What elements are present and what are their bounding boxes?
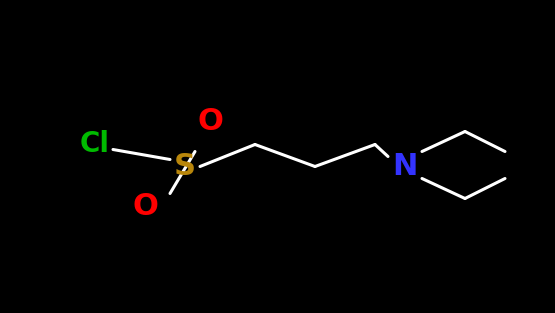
Text: O: O — [197, 107, 223, 136]
Text: N: N — [392, 152, 418, 181]
Text: O: O — [132, 192, 158, 221]
Text: S: S — [174, 152, 196, 181]
Text: Cl: Cl — [80, 131, 110, 158]
